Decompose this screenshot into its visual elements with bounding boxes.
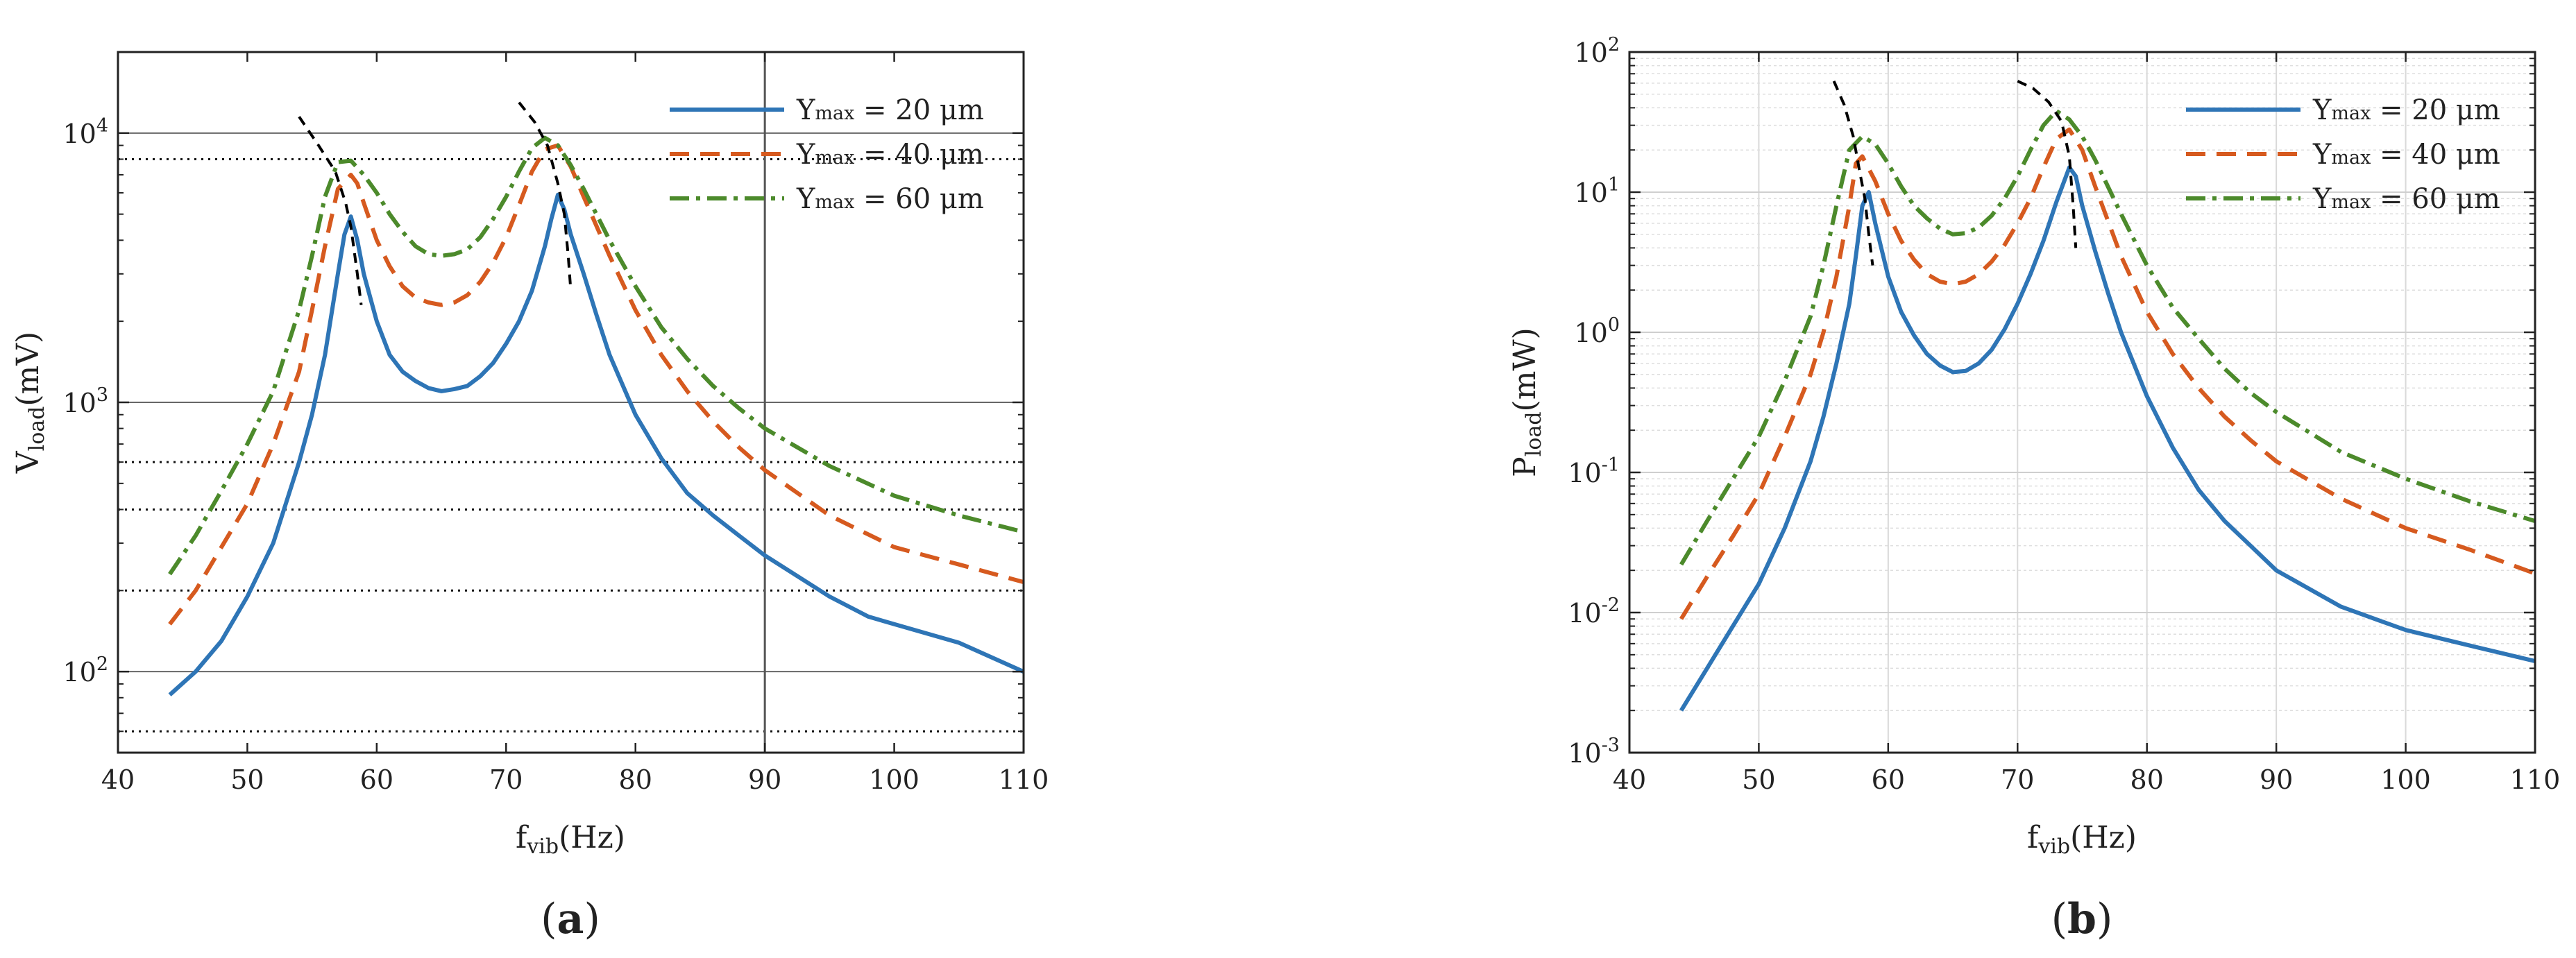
x-tick-label: 100 [2380, 764, 2431, 795]
panel-b-tag: (b) [2051, 895, 2113, 943]
x-tick-label: 70 [2001, 764, 2034, 795]
x-tick-label: 50 [1742, 764, 1775, 795]
x-tick-label: 50 [230, 764, 264, 795]
x-tick-label: 90 [2260, 764, 2293, 795]
panel-b-x-axis-title: fvib(Hz) [2027, 820, 2137, 859]
legend-a-label-60: Ymax = 60 μm [796, 183, 984, 215]
panel-b-plot-frame [1628, 51, 2536, 754]
x-tick-label: 80 [619, 764, 652, 795]
panel-a-x-axis-title: fvib(Hz) [516, 820, 625, 859]
x-tick-label: 60 [1872, 764, 1905, 795]
x-tick-label: 90 [748, 764, 781, 795]
panel-b-series-ymax-60-m [1679, 108, 2536, 566]
x-tick-label: 40 [1613, 764, 1646, 795]
y-tick-label: 10-1 [1568, 454, 1620, 488]
panel-a-series-ymax-60-m [168, 135, 1024, 576]
panel-a-y-axis-title: Vload(mV) [10, 332, 49, 474]
panel-a-tag: (a) [541, 895, 600, 943]
y-tick-label: 10-3 [1568, 735, 1620, 769]
x-tick-label: 60 [360, 764, 393, 795]
x-tick-label: 40 [101, 764, 135, 795]
y-tick-label: 103 [62, 384, 108, 418]
x-tick-label: 80 [2130, 764, 2164, 795]
panel-b-ticks: 40 50 60 70 80 90 100 110 10-3 10-2 10-1 100 101 102 [1568, 34, 2560, 795]
y-tick-label: 104 [62, 115, 108, 149]
panel-b-series-ymax-40-m [1679, 127, 2536, 620]
x-tick-label: 70 [489, 764, 523, 795]
panel-a: 40 50 60 70 80 90 100 110 102 103 104 Ymax = 20 μm… [10, 51, 1049, 943]
panel-a-series-ymax-40-m [168, 143, 1024, 626]
panel-b-series-ymax-20-m [1679, 165, 2536, 712]
panel-b-series-peak-trace-1 [1832, 80, 1874, 266]
panel-b-legend: Ymax = 20 μm Ymax = 40 μm Ymax = 60 μm [2186, 94, 2500, 215]
panel-b-series-peak-trace-2 [2017, 80, 2078, 248]
y-tick-label: 102 [62, 653, 108, 687]
legend-b-label-40: Ymax = 40 μm [2312, 139, 2500, 171]
panel-b-series [1679, 80, 2536, 712]
panel-b: 40 50 60 70 80 90 100 11010-310-210-1100101102 … [1507, 34, 2560, 943]
legend-a-label-40: Ymax = 40 μm [796, 139, 984, 171]
panel-a-series-ymax-20-m [168, 192, 1025, 696]
panel-a-legend: Ymax = 20 μm Ymax = 40 μm Ymax = 60 μm [670, 94, 984, 215]
panel-b-y-axis-title: Pload(mW) [1507, 327, 1546, 477]
x-tick-label: 110 [999, 764, 1049, 795]
panel-a-ticks: 40 50 60 70 80 90 100 110 102 103 104 [62, 52, 1049, 795]
x-tick-label: 110 [2510, 764, 2561, 795]
y-tick-label: 100 [1574, 314, 1620, 348]
legend-a-label-20: Ymax = 20 μm [796, 94, 984, 126]
x-tick-label: 100 [869, 764, 920, 795]
panel-a-series-peak-trace-2 [518, 101, 573, 291]
panel-a-series-peak-trace-1 [298, 116, 363, 305]
legend-b-label-60: Ymax = 60 μm [2312, 183, 2500, 215]
panel-b-grid [1629, 52, 2535, 753]
panel-a-series [168, 101, 1025, 696]
y-tick-label: 101 [1574, 174, 1620, 208]
y-tick-label: 102 [1574, 34, 1620, 68]
y-tick-label: 10-2 [1568, 595, 1620, 628]
legend-b-label-20: Ymax = 20 μm [2312, 94, 2500, 126]
